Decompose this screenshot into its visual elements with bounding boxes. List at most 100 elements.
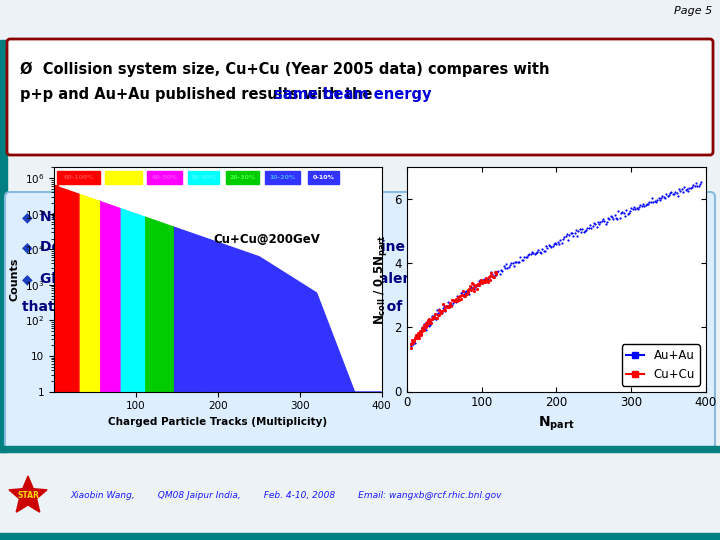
Point xyxy=(418,326,429,334)
Point xyxy=(408,336,420,345)
Point xyxy=(420,322,431,331)
Point xyxy=(623,209,634,218)
Point xyxy=(428,313,440,322)
Text: Xiaobin Wang,        QM08 Jaipur India,        Feb. 4-10, 2008        Email: wan: Xiaobin Wang, QM08 Jaipur India, Feb. 4-… xyxy=(70,491,502,501)
Point xyxy=(405,340,417,348)
Point xyxy=(409,339,420,347)
Point xyxy=(408,337,419,346)
Point xyxy=(688,181,699,190)
Point xyxy=(480,274,492,282)
Point xyxy=(477,276,489,285)
Point xyxy=(456,291,468,299)
Point xyxy=(528,249,540,258)
Point xyxy=(491,268,503,276)
Point xyxy=(601,218,613,227)
Point xyxy=(652,195,663,204)
Point xyxy=(446,300,458,309)
Point xyxy=(671,188,683,197)
Point xyxy=(660,193,671,202)
Point xyxy=(665,188,676,197)
Point xyxy=(512,258,523,267)
Point xyxy=(457,286,469,295)
Point xyxy=(534,248,546,256)
Point xyxy=(405,340,416,349)
Point xyxy=(470,281,482,290)
Point xyxy=(593,220,605,228)
Point xyxy=(577,225,588,234)
Point xyxy=(483,272,495,281)
X-axis label: $\mathbf{N_{part}}$: $\mathbf{N_{part}}$ xyxy=(538,415,575,433)
Point xyxy=(668,190,680,199)
Point xyxy=(517,256,528,265)
Point xyxy=(471,285,482,294)
Point xyxy=(429,309,441,318)
Point xyxy=(605,212,616,220)
Point xyxy=(462,288,473,296)
Point xyxy=(420,319,432,327)
Point xyxy=(485,268,496,276)
Point xyxy=(680,186,691,194)
Point xyxy=(433,305,445,313)
Point xyxy=(474,281,485,289)
Text: part: part xyxy=(249,294,274,304)
Point xyxy=(596,217,608,226)
Point xyxy=(459,292,471,300)
Point xyxy=(419,325,431,334)
Point xyxy=(441,301,453,310)
Point xyxy=(455,294,467,303)
Point xyxy=(634,203,645,212)
Point xyxy=(487,272,498,280)
Point xyxy=(627,204,639,213)
Point xyxy=(538,247,549,255)
Point xyxy=(460,286,472,295)
Point xyxy=(592,218,603,227)
Point xyxy=(410,333,421,341)
Point xyxy=(574,225,585,234)
Point xyxy=(422,321,433,329)
Point xyxy=(634,201,646,210)
Point xyxy=(482,278,494,287)
Point xyxy=(442,298,454,306)
Point xyxy=(423,316,434,325)
Text: STAR: STAR xyxy=(17,491,39,501)
Point xyxy=(575,228,587,237)
Point xyxy=(590,219,601,228)
Point xyxy=(462,287,473,296)
Point xyxy=(490,269,501,278)
Point xyxy=(595,218,606,226)
Point xyxy=(443,302,454,311)
Point xyxy=(427,315,438,323)
Point xyxy=(528,248,539,257)
Point xyxy=(411,332,423,341)
Point xyxy=(471,282,482,291)
Point xyxy=(424,321,436,329)
Point xyxy=(629,205,641,213)
Point xyxy=(423,317,435,326)
Point xyxy=(416,324,428,333)
Point xyxy=(415,327,426,336)
Point xyxy=(418,321,430,329)
Point xyxy=(405,339,416,348)
Point xyxy=(461,289,472,298)
Point xyxy=(554,236,566,245)
Point xyxy=(428,313,440,321)
Point xyxy=(433,311,444,320)
Point xyxy=(533,246,544,255)
Point xyxy=(487,272,499,280)
Point xyxy=(666,188,678,197)
Point xyxy=(412,329,423,338)
Point xyxy=(423,319,435,327)
Text: that participate in reaction (N: that participate in reaction (N xyxy=(22,300,257,314)
Point xyxy=(415,331,426,340)
Point xyxy=(413,331,424,340)
Legend: Au+Au, Cu+Cu: Au+Au, Cu+Cu xyxy=(622,345,700,386)
Point xyxy=(420,322,432,331)
Point xyxy=(465,286,477,295)
Point xyxy=(694,180,706,188)
Point xyxy=(608,214,619,223)
Point xyxy=(520,253,531,261)
Point xyxy=(420,319,431,327)
Point xyxy=(673,185,685,193)
Point xyxy=(549,239,561,247)
Point xyxy=(616,208,627,217)
